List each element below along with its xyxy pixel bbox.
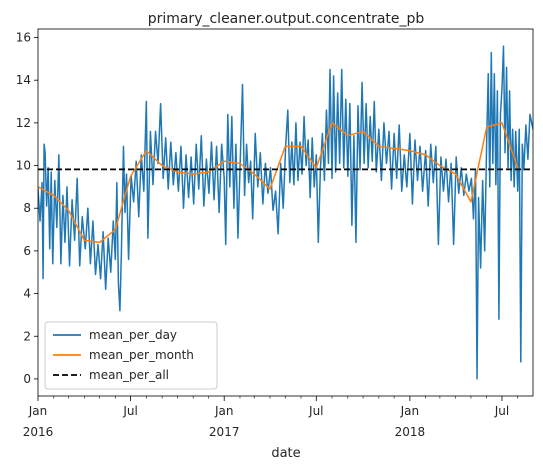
y-tick-label: 6: [23, 244, 31, 258]
y-tick-label: 0: [23, 372, 31, 386]
x-tick-label: Jan: [400, 404, 420, 418]
legend-label: mean_per_day: [89, 328, 177, 342]
x-tick-label: Jul: [308, 404, 323, 418]
x-axis: Jan 2016 Jul Jan 2017 Jul Jan 2018 Jul: [23, 396, 519, 439]
legend: mean_per_day mean_per_month mean_per_all: [44, 321, 218, 390]
series-line-mean_per_month: [38, 122, 519, 244]
x-tick-label: Jan: [214, 404, 234, 418]
legend-label: mean_per_all: [89, 368, 169, 382]
plot-frame: [37, 28, 534, 397]
x-tick-label: Jul: [122, 404, 137, 418]
series-layer: [38, 45, 533, 380]
x-tick-year-label: 2017: [209, 425, 240, 439]
y-tick-label: 8: [23, 201, 31, 215]
y-tick-label: 2: [23, 329, 31, 343]
series-line-mean_per_day: [38, 45, 533, 380]
y-tick-label: 10: [16, 159, 31, 173]
y-tick-label: 14: [16, 73, 31, 87]
chart-title: primary_cleaner.output.concentrate_pb: [148, 11, 425, 27]
x-tick-label: Jul: [494, 404, 509, 418]
legend-label: mean_per_month: [89, 348, 194, 362]
y-tick-label: 16: [16, 31, 31, 45]
y-axis: 0 2 4 6 8 10 12 14 16: [16, 31, 38, 386]
x-tick-year-label: 2018: [395, 425, 426, 439]
y-tick-label: 12: [16, 116, 31, 130]
x-tick-label: Jan: [28, 404, 48, 418]
x-tick-year-label: 2016: [23, 425, 54, 439]
x-axis-title: date: [271, 446, 300, 461]
y-tick-label: 4: [23, 287, 31, 301]
legend-box: [44, 321, 218, 390]
